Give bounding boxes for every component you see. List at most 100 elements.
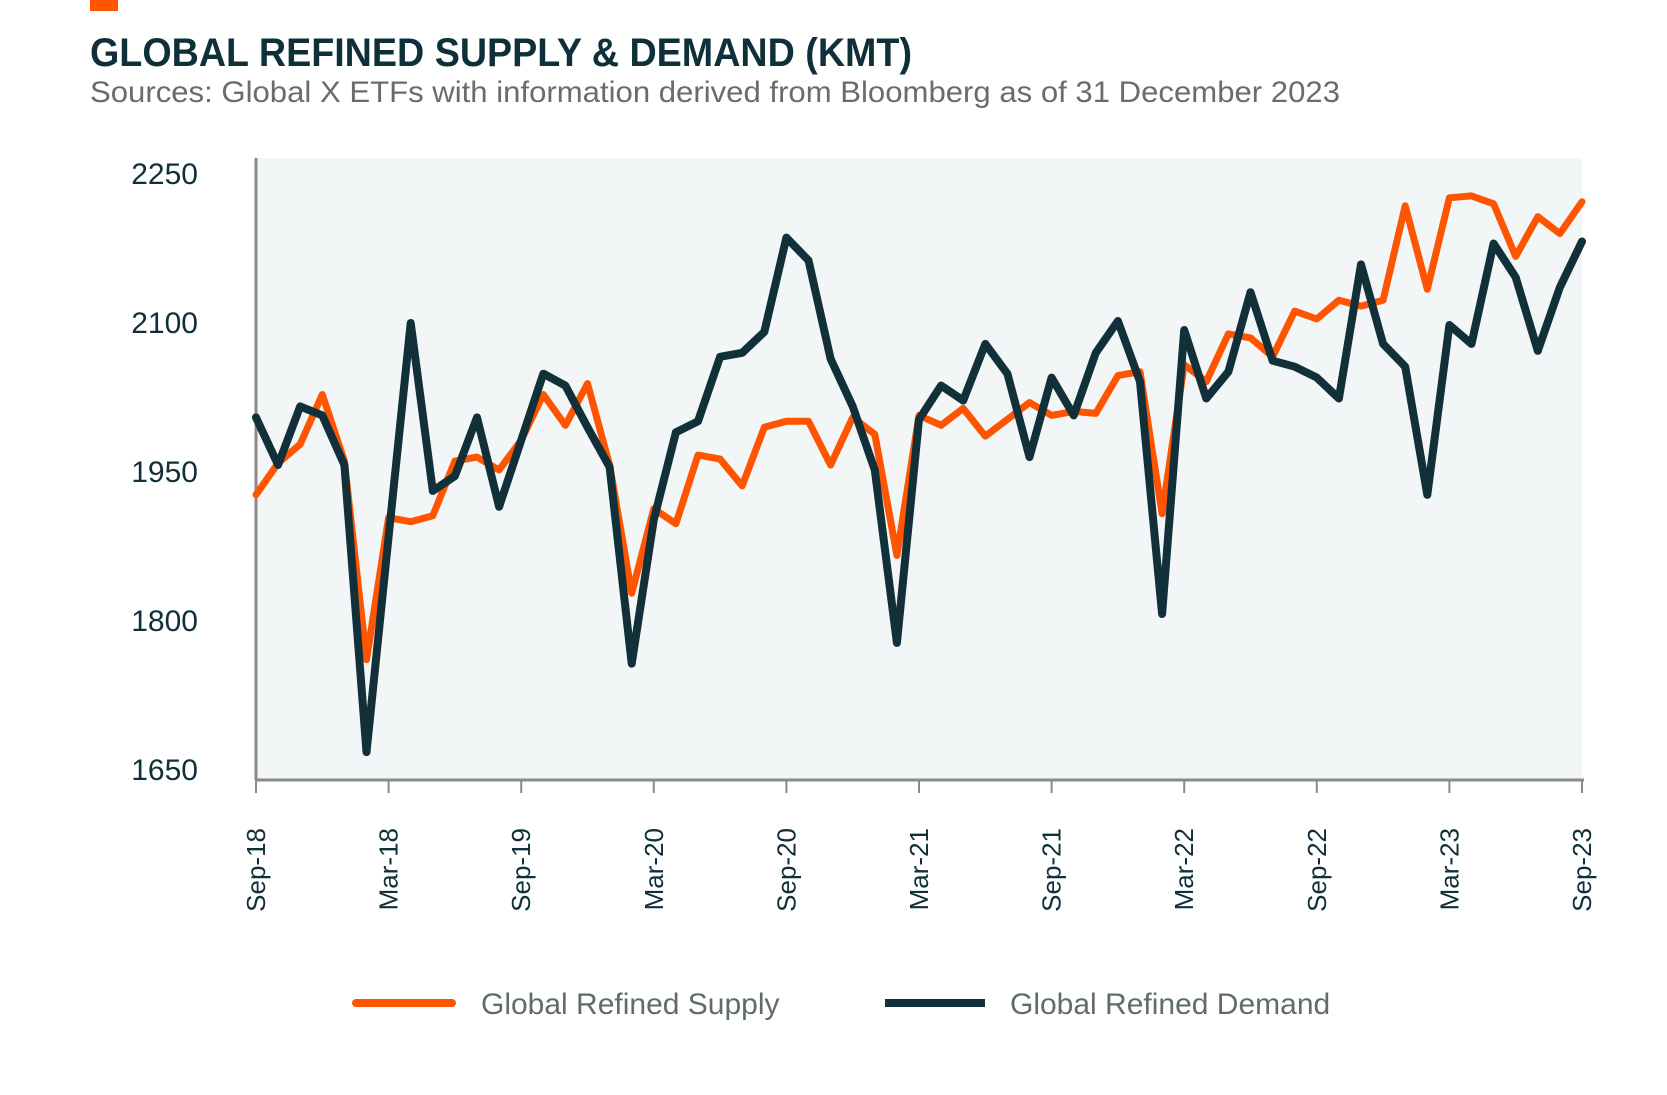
demand-point <box>631 663 633 665</box>
supply-point <box>1404 205 1406 207</box>
y-tick-label: 2250 <box>131 158 198 191</box>
y-tick-labels: 2250 2100 1950 1800 1650 <box>131 158 198 787</box>
demand-point <box>984 343 986 345</box>
supply-point <box>1250 337 1251 339</box>
legend-label-demand: Global Refined Demand <box>1010 988 1330 1021</box>
demand-point <box>1493 243 1495 245</box>
demand-point <box>1250 291 1251 293</box>
demand-point <box>1029 456 1030 458</box>
supply-point <box>1117 375 1119 377</box>
demand-point <box>542 373 544 375</box>
demand-point <box>410 322 412 324</box>
demand-point <box>609 466 611 468</box>
demand-point <box>918 418 920 420</box>
x-tick-label: Sep-19 <box>506 828 536 912</box>
demand-point <box>1272 360 1274 362</box>
demand-point <box>763 331 765 333</box>
supply-point <box>321 394 323 396</box>
supply-point <box>697 454 699 456</box>
supply-point <box>962 407 964 409</box>
demand-point <box>1183 329 1185 331</box>
supply-point <box>1360 305 1362 307</box>
demand-point <box>1095 352 1097 354</box>
series-lines <box>252 192 1586 757</box>
legend: Global Refined Supply Global Refined Dem… <box>352 988 1330 1021</box>
demand-point <box>896 642 898 644</box>
supply-point <box>476 456 478 458</box>
demand-point <box>1537 350 1539 352</box>
supply-point <box>587 383 588 385</box>
supply-point <box>874 433 876 435</box>
demand-point <box>1581 241 1583 243</box>
supply-point <box>896 554 898 556</box>
supply-point <box>1426 288 1428 290</box>
supply-point <box>1161 513 1163 515</box>
supply-point <box>1515 255 1517 257</box>
supply-point <box>741 485 743 487</box>
supply-point <box>808 420 809 422</box>
supply-point <box>542 394 544 396</box>
demand-point <box>1117 320 1119 322</box>
demand-point <box>741 352 743 354</box>
demand-point <box>1404 366 1406 368</box>
demand-point <box>1139 381 1141 383</box>
demand-point <box>697 420 699 422</box>
supply-point <box>255 494 257 496</box>
demand-point <box>1471 343 1472 345</box>
x-tick-label: Mar-18 <box>374 828 404 910</box>
supply-point <box>1581 201 1583 203</box>
demand-point <box>1073 414 1075 416</box>
demand-point <box>255 416 257 418</box>
demand-point <box>1227 371 1229 373</box>
x-tick-label: Mar-20 <box>639 828 669 910</box>
demand-point <box>1426 494 1428 496</box>
supply-point <box>675 523 677 525</box>
demand-point <box>808 259 809 261</box>
demand-point <box>653 519 655 521</box>
supply-point <box>1051 414 1053 416</box>
demand-point <box>1161 613 1163 615</box>
supply-point <box>1537 216 1539 218</box>
x-tick-label: Sep-22 <box>1302 828 1332 912</box>
supply-point <box>1471 195 1472 197</box>
y-tick-label: 1650 <box>131 754 198 787</box>
chart-subtitle: Sources: Global X ETFs with information … <box>90 76 1340 109</box>
demand-point <box>476 416 478 418</box>
demand-point <box>719 356 721 358</box>
demand-point <box>1559 286 1561 288</box>
x-tick-label: Sep-23 <box>1567 828 1597 912</box>
supply-point <box>1338 299 1340 301</box>
demand-point <box>587 426 588 428</box>
demand-point <box>1382 343 1384 345</box>
demand-point <box>785 237 787 239</box>
x-tick-label: Mar-22 <box>1169 828 1199 910</box>
y-tick-label: 1950 <box>131 456 198 489</box>
supply-point <box>498 469 500 471</box>
demand-point <box>366 751 367 753</box>
demand-point <box>962 399 964 401</box>
demand-point <box>1515 276 1517 278</box>
brand-accent-square <box>90 0 118 11</box>
supply-point <box>432 515 434 517</box>
demand-point <box>454 475 456 477</box>
supply-point <box>454 460 456 462</box>
supply-point <box>564 424 566 426</box>
demand-point <box>1448 324 1450 326</box>
x-tick-label: Sep-21 <box>1037 828 1067 912</box>
demand-point <box>1338 397 1340 399</box>
supply-point <box>299 443 301 445</box>
legend-label-supply: Global Refined Supply <box>481 988 780 1021</box>
chart-title: GLOBAL REFINED SUPPLY & DEMAND (KMT) <box>90 31 912 75</box>
supply-point <box>984 435 986 437</box>
supply-point <box>940 424 942 426</box>
demand-point <box>299 405 301 407</box>
demand-point <box>940 385 942 387</box>
demand-point <box>1360 263 1362 265</box>
demand-point <box>388 536 390 538</box>
supply-point <box>1493 203 1495 205</box>
supply-point <box>719 458 721 460</box>
demand-point <box>520 439 522 441</box>
supply-point <box>1205 381 1207 383</box>
supply-point <box>830 464 832 466</box>
